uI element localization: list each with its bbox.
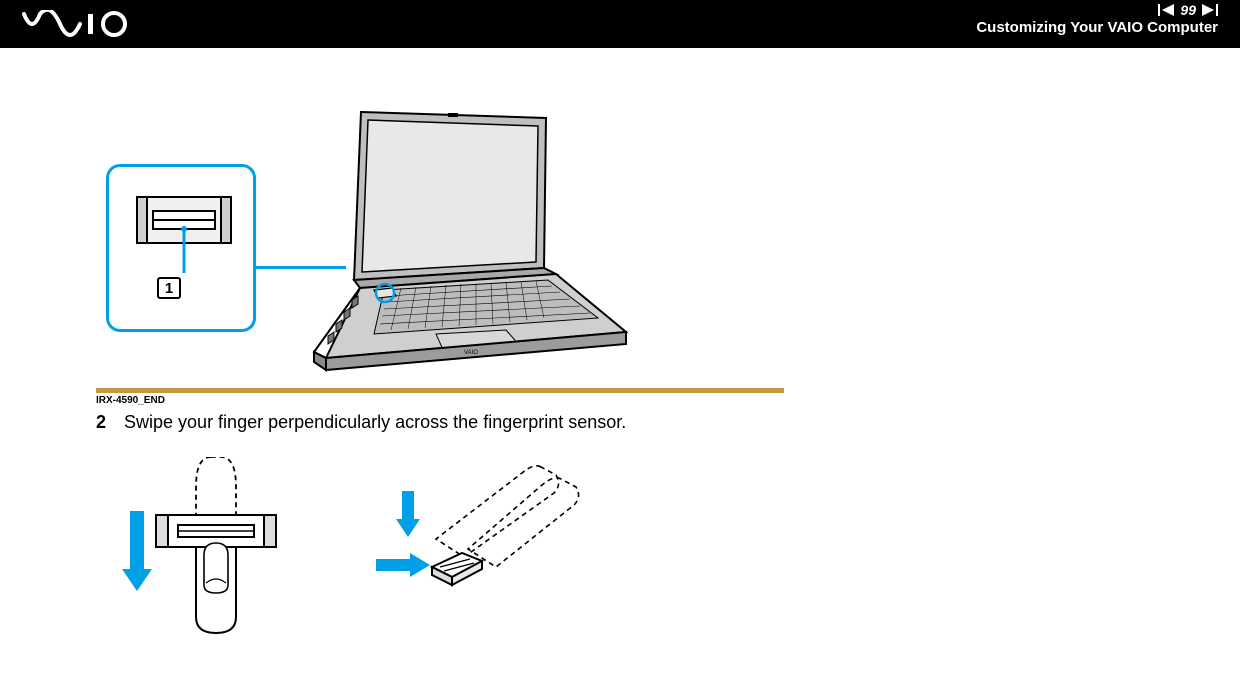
callout-number: 1	[157, 277, 181, 299]
laptop-illustration: VAIO	[266, 104, 636, 379]
fingerprint-sensor-closeup-icon	[131, 185, 237, 275]
figure-code: IRX-4590_END	[96, 395, 1144, 406]
swipe-down-arrow-perspective-icon	[396, 491, 420, 537]
figure-2	[96, 457, 796, 627]
instruction-step: 2 Swipe your finger perpendicularly acro…	[96, 412, 1144, 433]
page-header: 99 Customizing Your VAIO Computer	[0, 0, 1240, 48]
swipe-down-arrow-icon	[122, 511, 152, 591]
page-content: VAIO 1 IRX-459	[0, 48, 1240, 627]
step-number: 2	[96, 412, 106, 433]
figure-1: VAIO 1	[96, 104, 736, 384]
next-page-arrow-icon[interactable]	[1202, 4, 1218, 16]
figure-divider	[96, 388, 784, 393]
vaio-logo	[22, 10, 132, 43]
svg-text:VAIO: VAIO	[464, 350, 478, 356]
callout-box: 1	[106, 164, 256, 332]
callout-leader-line	[253, 266, 346, 269]
section-title: Customizing Your VAIO Computer	[976, 19, 1218, 36]
page-number: 99	[1180, 2, 1196, 18]
swipe-right-arrow-icon	[376, 553, 430, 577]
page-navigation: 99 Customizing Your VAIO Computer	[976, 2, 1218, 36]
prev-page-arrow-icon[interactable]	[1158, 4, 1174, 16]
step-text: Swipe your finger perpendicularly across…	[124, 412, 626, 433]
